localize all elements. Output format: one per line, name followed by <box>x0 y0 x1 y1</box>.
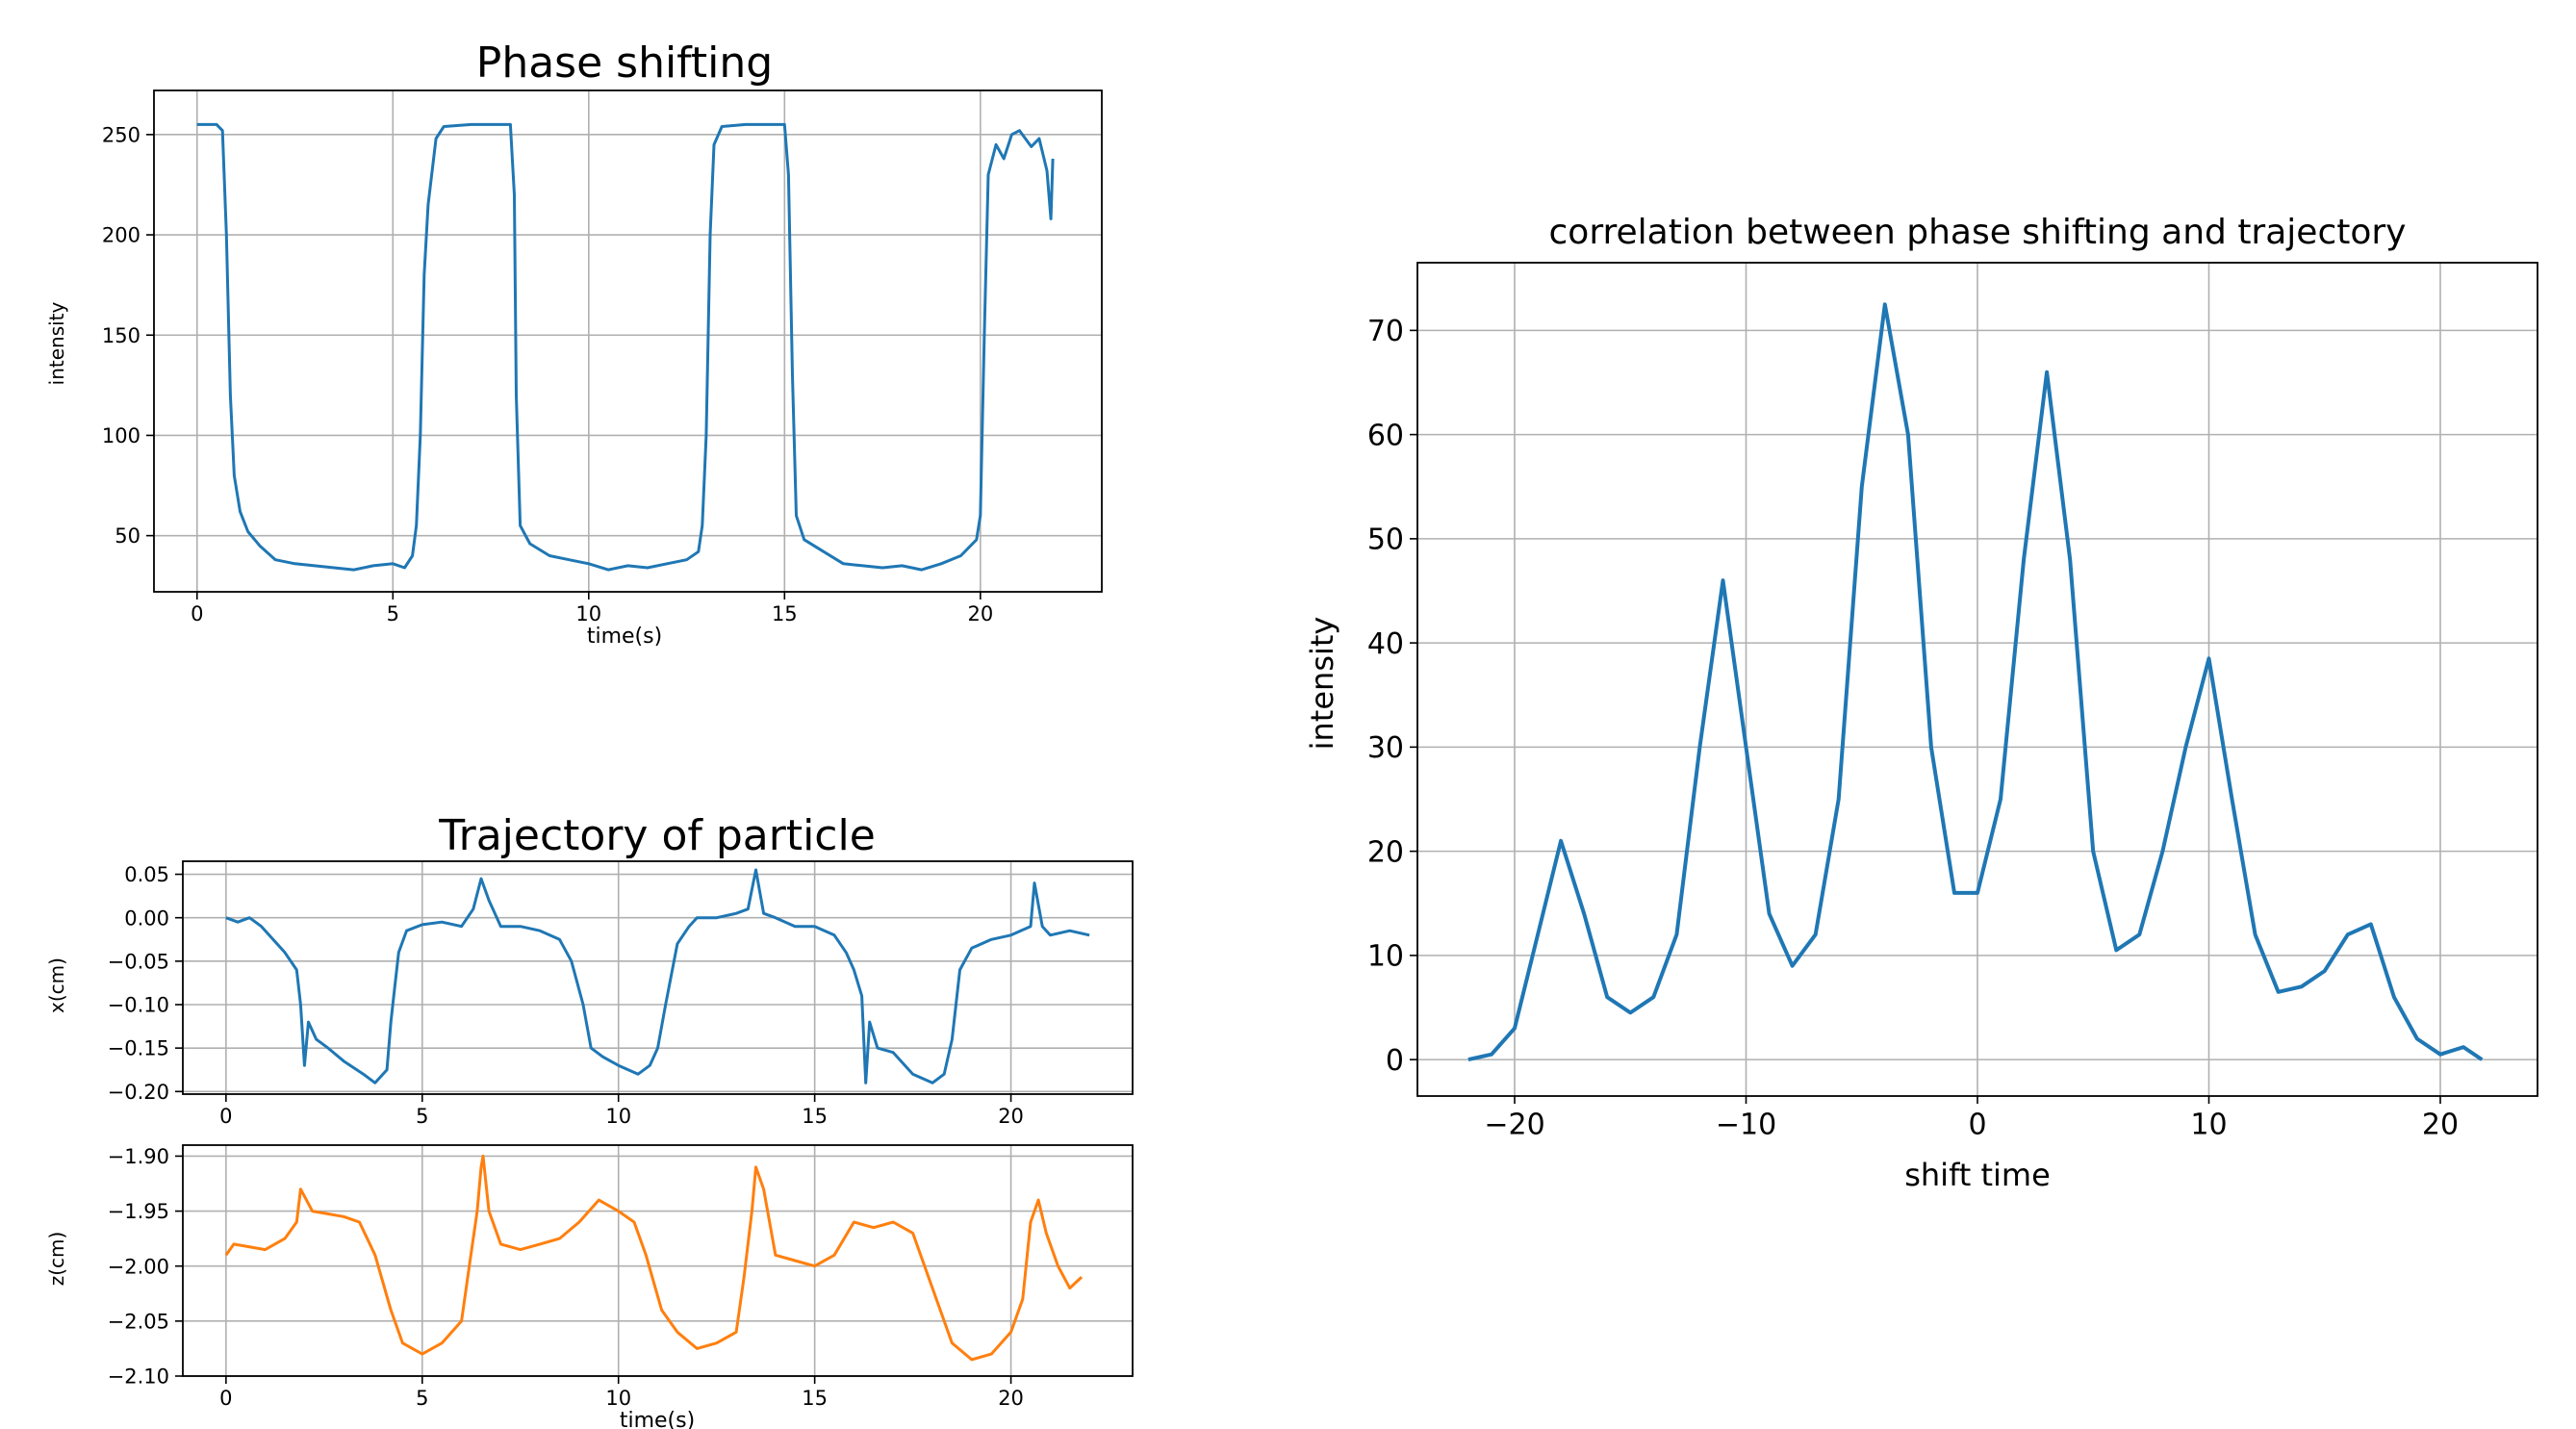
corr-ylabel: intensity <box>1304 617 1340 751</box>
phase-ytick-label-2: 150 <box>102 324 140 347</box>
phase-xlabel: time(s) <box>587 625 662 649</box>
phase-xtick-label-0: 0 <box>191 602 203 625</box>
corr-series <box>1467 302 2484 1062</box>
phase-series <box>196 122 1055 572</box>
z-chart: 0 5 10 15 20 −1.90 −1.95 −2.00 −2.05 −2.10 time(s… <box>45 1144 1134 1429</box>
x-ytick-label-0: 0.05 <box>124 863 169 886</box>
x-frame <box>182 860 1134 1095</box>
z-ytick-label-2: −2.00 <box>108 1255 169 1278</box>
z-frame <box>182 1144 1134 1377</box>
corr-ytick-label-2: 20 <box>1367 835 1404 869</box>
z-grid <box>183 1145 1133 1377</box>
x-xtick-label-1: 5 <box>416 1105 428 1128</box>
z-series <box>224 1154 1084 1362</box>
x-ytick-label-2: −0.05 <box>108 950 169 973</box>
corr-ytick-label-1: 10 <box>1367 940 1404 974</box>
corr-xtick-label-2: 0 <box>1968 1109 1986 1142</box>
phase-frame <box>153 89 1103 593</box>
z-series-line-0 <box>224 1154 1084 1362</box>
phase-ytick-label-0: 50 <box>115 524 140 548</box>
corr-grid <box>1417 263 2538 1096</box>
x-series-line-0 <box>225 868 1090 1085</box>
corr-ytick-label-4: 40 <box>1367 627 1404 661</box>
z-ytick-label-3: −2.05 <box>108 1310 169 1333</box>
z-ytick-label-0: −1.90 <box>108 1145 169 1168</box>
corr-xlabel: shift time <box>1904 1157 2051 1193</box>
x-xtick-label-2: 10 <box>605 1105 631 1128</box>
x-ticks: 0 5 10 15 20 0.05 0.00 −0.05 −0.10 −0.15 −0.20 <box>108 863 1024 1128</box>
z-xtick-label-0: 0 <box>219 1387 232 1410</box>
corr-ytick-label-5: 50 <box>1367 523 1404 557</box>
z-xlabel: time(s) <box>620 1409 695 1429</box>
corr-ytick-label-6: 60 <box>1367 419 1404 452</box>
corr-title: correlation between phase shifting and t… <box>1549 213 2407 252</box>
z-xtick-label-2: 10 <box>605 1387 631 1410</box>
phase-title: Phase shifting <box>476 38 773 88</box>
x-ylabel: x(cm) <box>45 957 68 1013</box>
x-xtick-label-0: 0 <box>219 1105 232 1128</box>
x-chart: 0 5 10 15 20 0.05 0.00 −0.05 −0.10 −0.15 −0.20 Tra… <box>45 811 1134 1128</box>
corr-ytick-label-0: 0 <box>1386 1044 1404 1078</box>
phase-ytick-label-4: 250 <box>102 123 140 146</box>
x-grid <box>183 861 1133 1094</box>
phase-xtick-label-2: 10 <box>575 602 601 625</box>
phase-axes-frame <box>153 89 1103 593</box>
z-ticks: 0 5 10 15 20 −1.90 −1.95 −2.00 −2.05 −2.10 <box>108 1145 1024 1410</box>
corr-ticks: −20 −10 0 10 20 0 10 20 30 40 50 60 70 <box>1367 315 2459 1141</box>
x-xtick-label-3: 15 <box>802 1105 828 1128</box>
corr-ytick-label-7: 70 <box>1367 315 1404 348</box>
corr-xtick-label-3: 10 <box>2190 1109 2227 1142</box>
x-ytick-label-3: −0.10 <box>108 994 169 1017</box>
x-ytick-label-4: −0.15 <box>108 1037 169 1060</box>
z-xtick-label-4: 20 <box>998 1387 1024 1410</box>
z-ytick-label-1: −1.95 <box>108 1200 169 1223</box>
z-ytick-label-4: −2.10 <box>108 1365 169 1389</box>
phase-grid <box>154 90 1102 592</box>
x-series <box>225 868 1090 1085</box>
phase-series-line-0 <box>196 122 1055 572</box>
z-xtick-label-1: 5 <box>416 1387 428 1410</box>
z-xtick-label-3: 15 <box>802 1387 828 1410</box>
phase-ylabel: intensity <box>45 301 68 385</box>
x-axes-frame <box>182 860 1134 1095</box>
corr-xtick-label-4: 20 <box>2422 1109 2459 1142</box>
phase-xtick-label-4: 20 <box>967 602 993 625</box>
phase-ytick-label-3: 200 <box>102 224 140 247</box>
corr-xtick-label-1: −10 <box>1716 1109 1776 1142</box>
corr-chart: −20 −10 0 10 20 0 10 20 30 40 50 60 70 correlation b… <box>1304 213 2538 1193</box>
phase-xtick-label-3: 15 <box>772 602 798 625</box>
x-ytick-label-1: 0.00 <box>124 906 169 930</box>
phase-ticks: 0 5 10 15 20 50 100 150 200 250 <box>102 123 993 625</box>
x-ytick-label-5: −0.20 <box>108 1081 169 1104</box>
z-axes-frame <box>182 1144 1134 1377</box>
phase-ytick-label-1: 100 <box>102 424 140 447</box>
z-ylabel: z(cm) <box>45 1232 68 1287</box>
x-xtick-label-4: 20 <box>998 1105 1024 1128</box>
trajectory-title: Trajectory of particle <box>438 811 876 860</box>
corr-xtick-label-0: −20 <box>1484 1109 1544 1142</box>
corr-series-line-0 <box>1467 302 2484 1062</box>
phase-chart: 0 5 10 15 20 50 100 150 200 250 Phase shifting ti… <box>45 38 1103 649</box>
phase-xtick-label-1: 5 <box>387 602 399 625</box>
corr-ytick-label-3: 30 <box>1367 731 1404 765</box>
